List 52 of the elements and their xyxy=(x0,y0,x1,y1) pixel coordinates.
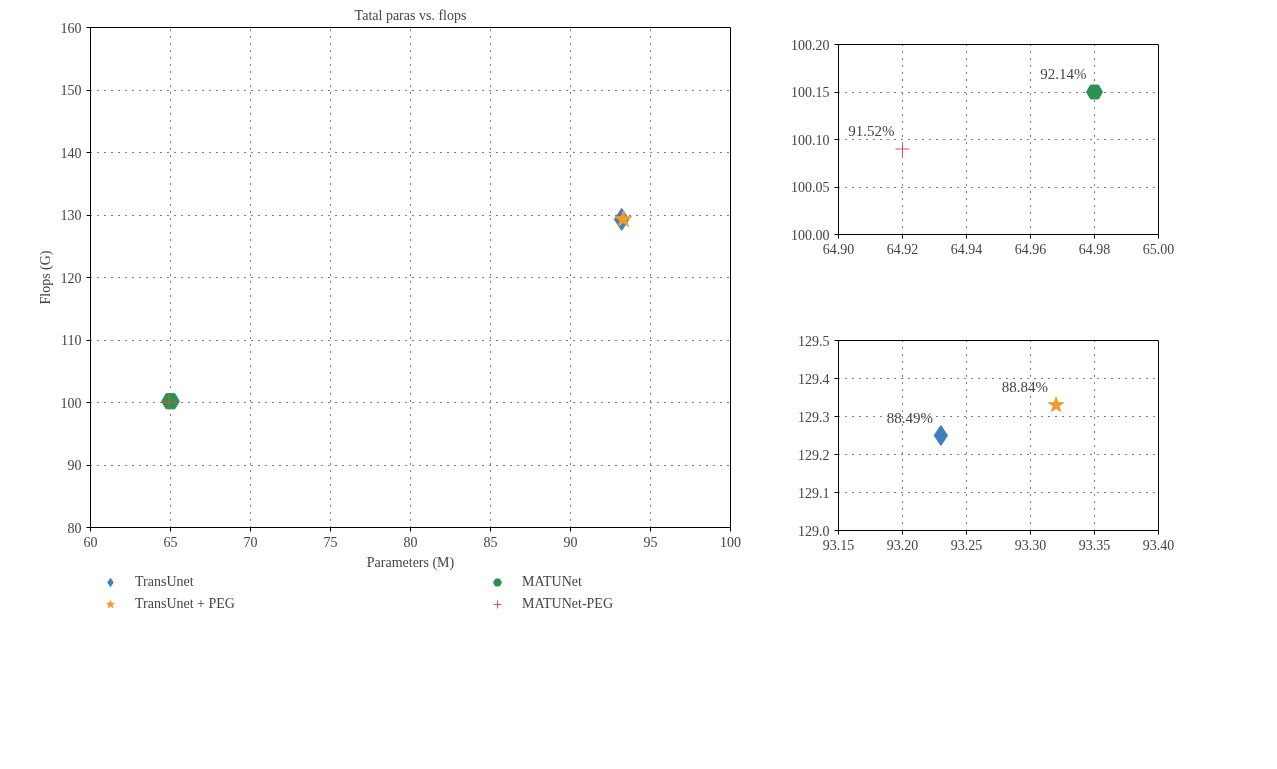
legend-label: TransUnet xyxy=(135,574,195,590)
x-tick-label: 93.35 xyxy=(1078,537,1111,553)
annotation: 91.52% xyxy=(848,123,895,139)
y-tick-label: 90 xyxy=(67,458,82,473)
annotation: 88.49% xyxy=(886,409,933,426)
y-tick-label: 129.2 xyxy=(798,447,830,463)
y-tick-label: 120 xyxy=(60,270,82,286)
x-tick-label: 60 xyxy=(83,534,98,550)
y-tick-label: 129.5 xyxy=(798,333,830,349)
y-tick-label: 100.10 xyxy=(791,132,830,148)
y-tick-label: 129.3 xyxy=(798,409,830,425)
legend-label: MATUNet-PEG xyxy=(522,596,614,612)
x-tick-label: 85 xyxy=(483,534,498,550)
x-tick-label: 93.30 xyxy=(1014,537,1047,553)
x-tick-label: 100 xyxy=(720,534,741,550)
x-tick-label: 64.94 xyxy=(950,241,983,257)
y-tick-label: 100 xyxy=(60,395,82,411)
x-tick-label: 93.20 xyxy=(886,537,919,553)
x-tick-label: 64.90 xyxy=(822,241,855,257)
y-tick-label: 110 xyxy=(61,333,82,348)
x-tick-label: 70 xyxy=(243,534,258,550)
y-tick-label: 160 xyxy=(60,20,82,36)
x-tick-label: 93.40 xyxy=(1142,537,1175,553)
y-tick-label: 80 xyxy=(67,520,82,536)
y-axis-title: Flops (G) xyxy=(37,250,54,305)
legend-label: MATUNet xyxy=(522,574,583,590)
legend-label: TransUnet + PEG xyxy=(135,596,236,612)
y-tick-label: 129.1 xyxy=(798,485,830,501)
y-tick-label: 129.4 xyxy=(798,371,830,387)
y-tick-label: 100.15 xyxy=(791,85,830,100)
y-tick-label: 100.05 xyxy=(791,180,830,195)
x-tick-label: 93.15 xyxy=(822,537,855,553)
y-tick-label: 129.0 xyxy=(798,523,830,539)
x-tick-label: 65 xyxy=(163,534,178,550)
x-tick-label: 65.00 xyxy=(1142,241,1175,257)
x-tick-label: 90 xyxy=(563,534,578,550)
x-tick-label: 93.25 xyxy=(950,537,983,553)
annotation: 88.84% xyxy=(1001,379,1049,396)
y-tick-label: 140 xyxy=(60,145,82,161)
y-tick-label: 150 xyxy=(60,83,82,98)
y-tick-label: 100.00 xyxy=(791,227,830,243)
x-tick-label: 80 xyxy=(403,534,418,550)
y-tick-label: 130 xyxy=(60,208,82,223)
annotation: 92.14% xyxy=(1040,66,1087,82)
x-axis-title: Parameters (M) xyxy=(366,554,455,571)
x-tick-label: 75 xyxy=(323,534,338,550)
y-tick-label: 100.20 xyxy=(791,37,830,53)
x-tick-label: 64.92 xyxy=(886,241,919,257)
x-tick-label: 64.96 xyxy=(1014,241,1047,257)
x-tick-label: 95 xyxy=(643,534,658,550)
x-tick-label: 64.98 xyxy=(1078,241,1111,257)
chart-title: Tatal paras vs. flops xyxy=(354,7,467,23)
